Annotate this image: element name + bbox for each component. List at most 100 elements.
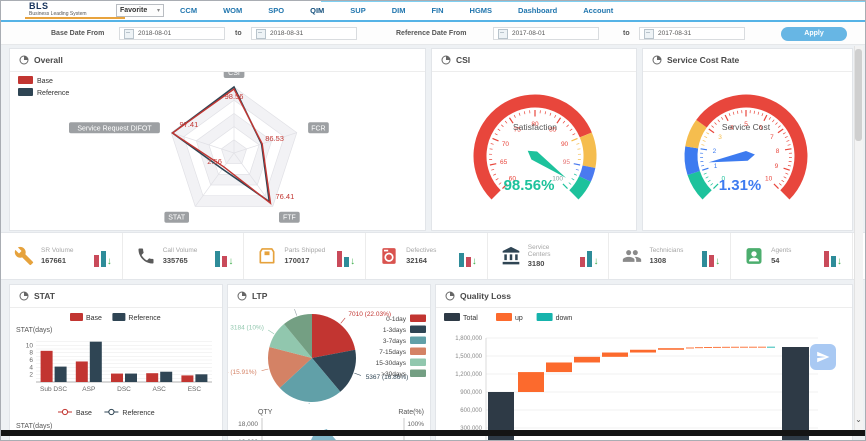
svg-text:18,000: 18,000 bbox=[238, 421, 258, 428]
svg-text:Reference: Reference bbox=[122, 410, 154, 417]
tab-qim[interactable]: QIM bbox=[310, 6, 325, 15]
svg-text:ESC: ESC bbox=[188, 386, 202, 393]
service-cost-rate-panel: Service Cost Rate 0 1 2 3 4 5 6 7 8 9 10 Service Co… bbox=[642, 48, 853, 231]
svg-text:7010 (22.03%): 7010 (22.03%) bbox=[348, 311, 391, 318]
tab-account[interactable]: Account bbox=[583, 6, 614, 15]
svg-text:CSI: CSI bbox=[228, 72, 240, 77]
scrollbar-track[interactable] bbox=[854, 46, 863, 430]
clock-pie-icon bbox=[445, 291, 455, 301]
ref-from-input[interactable]: 2017-08-01 bbox=[493, 27, 599, 40]
clock-pie-icon bbox=[652, 55, 662, 65]
radar-svg: CSI FCR FTF STAT Service Request DIFOT 98.56 8… bbox=[18, 72, 329, 223]
kpi-value: 3180 bbox=[527, 259, 545, 269]
people-icon bbox=[623, 250, 642, 262]
kpi-parts-shipped[interactable]: Parts Shipped 170017 ↓ bbox=[244, 233, 367, 279]
share-float-button[interactable] bbox=[810, 344, 836, 370]
svg-text:98.56%: 98.56% bbox=[504, 177, 555, 194]
kpi-value: 170017 bbox=[284, 255, 310, 265]
stat-header: STAT bbox=[10, 285, 222, 308]
svg-text:Base: Base bbox=[86, 315, 102, 322]
base-to-input[interactable]: 2018-08-31 bbox=[251, 27, 357, 40]
svg-text:1: 1 bbox=[714, 163, 718, 170]
kpi-technicians[interactable]: Technicians 1308 ↓ bbox=[609, 233, 732, 279]
logo-underline bbox=[25, 17, 125, 19]
svg-text:5367 (16.86%): 5367 (16.86%) bbox=[366, 374, 409, 381]
scrollbar-thumb[interactable] bbox=[855, 49, 862, 141]
kpi-value: 1308 bbox=[649, 255, 667, 265]
svg-text:2: 2 bbox=[29, 372, 33, 379]
tab-sup[interactable]: SUP bbox=[350, 6, 366, 15]
svg-text:DSC: DSC bbox=[117, 386, 131, 393]
kpi-mini-bars: ↓ bbox=[335, 249, 355, 267]
apply-button[interactable]: Apply bbox=[781, 27, 847, 41]
kpi-mini-bars: ↓ bbox=[457, 249, 477, 267]
svg-text:7-15days: 7-15days bbox=[379, 349, 406, 356]
tab-hgms[interactable]: HGMS bbox=[469, 6, 493, 15]
svg-text:1,500,000: 1,500,000 bbox=[455, 354, 482, 360]
phone-icon bbox=[136, 246, 156, 266]
svg-text:ASP: ASP bbox=[82, 386, 95, 393]
svg-text:Sub DSC: Sub DSC bbox=[40, 386, 67, 393]
kpi-defectives[interactable]: Defectives 32164 ↓ bbox=[366, 233, 488, 279]
box-icon bbox=[259, 248, 275, 264]
svg-text:down: down bbox=[556, 315, 573, 322]
scr-title: Service Cost Rate bbox=[667, 55, 740, 65]
kpi-label: Call Volume bbox=[162, 247, 198, 255]
svg-text:300,000: 300,000 bbox=[460, 426, 482, 432]
agent-icon bbox=[744, 246, 764, 266]
quality-title: Quality Loss bbox=[460, 291, 512, 301]
kpi-call-volume[interactable]: Call Volume 335765 ↓ bbox=[123, 233, 245, 279]
tab-fin[interactable]: FIN bbox=[431, 6, 444, 15]
trend-down-arrow-icon: ↓ bbox=[471, 256, 477, 267]
trend-down-arrow-icon: ↓ bbox=[836, 256, 842, 267]
tab-wom[interactable]: WOM bbox=[223, 6, 243, 15]
svg-text:65: 65 bbox=[500, 159, 508, 166]
kpi-value: 54 bbox=[771, 255, 780, 265]
service-cost-gauge-chart: 0 1 2 3 4 5 6 7 8 9 10 Service Cost 1.31% bbox=[643, 72, 852, 230]
kpi-agents[interactable]: Agents 54 ↓ bbox=[731, 233, 853, 279]
svg-text:600,000: 600,000 bbox=[460, 408, 482, 414]
svg-text:Reference: Reference bbox=[37, 90, 69, 97]
kpi-sr-volume[interactable]: SR Volume 167661 ↓ bbox=[1, 233, 123, 279]
clock-pie-icon bbox=[441, 55, 451, 65]
ref-to-input[interactable]: 2017-08-31 bbox=[639, 27, 745, 40]
stat-charts: Base Reference STAT(days) 2 4 6 8 10 Sub DSC ASP D… bbox=[10, 308, 222, 440]
kpi-mini-bars: ↓ bbox=[213, 249, 233, 267]
favorite-dropdown[interactable]: Favorite ▾ bbox=[116, 4, 164, 17]
svg-text:1,800,000: 1,800,000 bbox=[455, 336, 482, 342]
overall-radar-chart: CSI FCR FTF STAT Service Request DIFOT 98.56 8… bbox=[10, 72, 425, 230]
svg-text:FTF: FTF bbox=[283, 215, 296, 222]
clock-pie-icon bbox=[445, 291, 455, 301]
bank-icon bbox=[501, 246, 521, 266]
ref-to-value: 2017-08-31 bbox=[658, 30, 692, 37]
tab-ccm[interactable]: CCM bbox=[180, 6, 198, 15]
logo-text: BLS bbox=[29, 1, 49, 11]
kpi-bar: SR Volume 167661 ↓ Call Volume 335765 ↓ Parts … bbox=[1, 232, 865, 280]
quality-loss-panel: Quality Loss Total up down 1,800,000 1,500,0… bbox=[435, 284, 853, 440]
overall-title: Overall bbox=[34, 55, 63, 65]
kpi-mini-bars: ↓ bbox=[578, 249, 598, 267]
calendar-icon bbox=[124, 28, 134, 39]
svg-text:5064 (15.91%): 5064 (15.91%) bbox=[228, 369, 257, 376]
svg-text:STAT(days): STAT(days) bbox=[16, 327, 52, 334]
svg-text:6: 6 bbox=[759, 124, 763, 131]
overall-panel: Overall CSI FCR FTF STAT Service Request DIF… bbox=[9, 48, 426, 231]
base-from-input[interactable]: 2018-08-01 bbox=[119, 27, 225, 40]
scroll-down-chevron[interactable]: ⌄ bbox=[855, 415, 862, 424]
nav-bar: BLS Business Leading System Favorite ▾ C… bbox=[1, 1, 865, 22]
svg-text:Reference: Reference bbox=[128, 315, 160, 322]
calendar-icon bbox=[644, 28, 654, 39]
machine-icon bbox=[379, 246, 399, 266]
tab-spo[interactable]: SPO bbox=[268, 6, 285, 15]
kpi-service-centers[interactable]: Service Centers 3180 ↓ bbox=[488, 233, 610, 279]
clock-pie-icon bbox=[237, 291, 247, 301]
trend-down-arrow-icon: ↓ bbox=[350, 256, 356, 267]
kpi-label: Service Centers bbox=[527, 243, 551, 258]
to-label-2: to bbox=[623, 30, 630, 37]
tab-dashboard[interactable]: Dashboard bbox=[518, 6, 558, 15]
quality-loss-chart: Total up down 1,800,000 1,500,000 1,200,000 90… bbox=[436, 308, 852, 440]
svg-text:85: 85 bbox=[549, 126, 557, 133]
svg-text:86.53: 86.53 bbox=[265, 134, 284, 143]
tab-dim[interactable]: DIM bbox=[391, 6, 406, 15]
svg-text:8: 8 bbox=[29, 350, 33, 357]
